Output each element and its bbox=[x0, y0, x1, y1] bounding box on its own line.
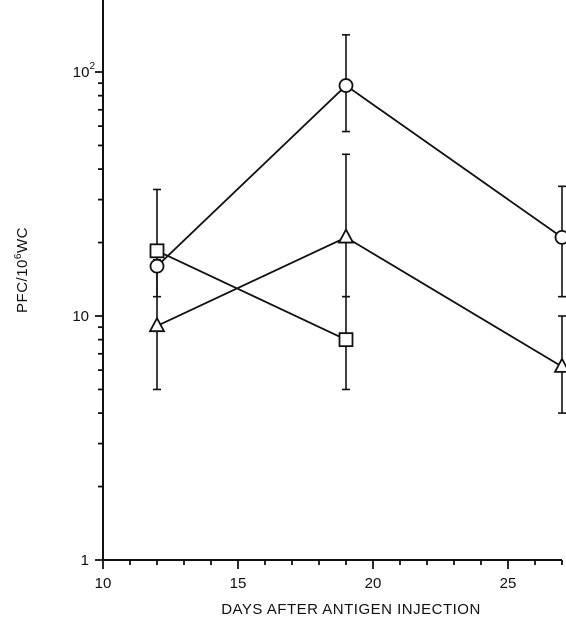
x-tick-label: 20 bbox=[365, 575, 382, 592]
y-tick-label-base: 1 bbox=[81, 552, 89, 569]
x-axis-label: DAYS AFTER ANTIGEN INJECTION bbox=[221, 601, 481, 618]
y-tick-label: 1 bbox=[81, 552, 89, 569]
square-marker bbox=[149, 243, 165, 259]
x-tick-label: 15 bbox=[230, 575, 247, 592]
data-markers bbox=[148, 78, 566, 373]
y-axis-label-exponent: 6 bbox=[13, 253, 24, 259]
y-tick-label-base: 10 bbox=[73, 64, 90, 81]
series-line-triangle bbox=[156, 236, 563, 368]
y-tick-label: 10 bbox=[72, 308, 89, 325]
y-tick-label-base: 10 bbox=[72, 308, 89, 325]
y-tick-label: 102 bbox=[73, 61, 96, 81]
series-lines bbox=[156, 84, 563, 368]
triangle-marker bbox=[553, 356, 566, 373]
y-axis-label-base: PFC/10 bbox=[14, 259, 31, 313]
triangle-marker bbox=[148, 316, 166, 333]
series-line-circle bbox=[156, 84, 563, 267]
circle-marker bbox=[149, 258, 165, 274]
y-tick-label-exponent: 2 bbox=[89, 61, 95, 72]
triangle-marker bbox=[337, 227, 355, 244]
series-line-square bbox=[156, 249, 347, 341]
x-tick-label: 10 bbox=[95, 575, 112, 592]
y-axis-label-suffix: WC bbox=[14, 227, 31, 253]
circle-marker bbox=[554, 229, 566, 245]
error-bars bbox=[153, 34, 566, 414]
square-marker bbox=[338, 332, 354, 348]
x-tick-label: 25 bbox=[500, 575, 517, 592]
circle-marker bbox=[338, 78, 354, 93]
y-axis-label: PFC/106WC bbox=[13, 227, 31, 313]
